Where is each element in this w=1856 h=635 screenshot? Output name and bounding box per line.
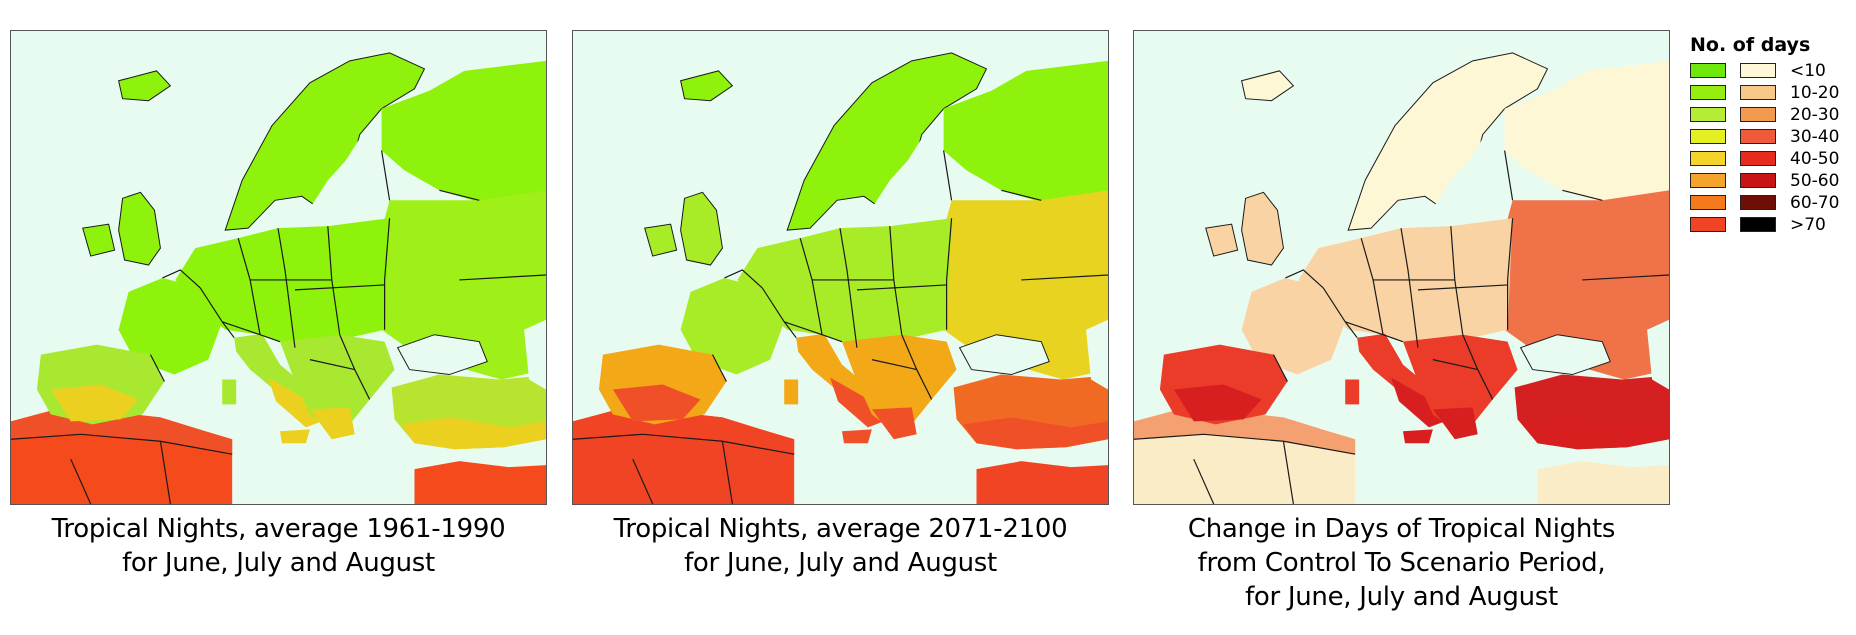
legend-row: 20-30 <box>1690 105 1850 127</box>
legend-row: <10 <box>1690 61 1850 83</box>
caption-line: for June, July and August <box>684 548 997 578</box>
legend-swatch-change <box>1740 217 1776 232</box>
caption-line: for June, July and August <box>122 548 435 578</box>
legend-label: 40-50 <box>1790 149 1840 169</box>
legend-swatch-change <box>1740 129 1776 144</box>
legend-rows: <10 10-20 20-30 30-40 40-50 50-60 60-70 >70 <box>1690 61 1850 237</box>
legend-swatch-change <box>1740 85 1776 100</box>
legend-row: 30-40 <box>1690 127 1850 149</box>
legend-label: 30-40 <box>1790 127 1840 147</box>
caption-1961-1990: Tropical Nights, average 1961-1990 for J… <box>10 512 547 580</box>
legend-swatch-absolute <box>1690 63 1726 78</box>
legend: No. of days <10 10-20 20-30 30-40 40-50 50-60… <box>1690 34 1850 237</box>
legend-label: 10-20 <box>1790 83 1840 103</box>
map-panel-change <box>1133 30 1670 505</box>
legend-row: 40-50 <box>1690 149 1850 171</box>
legend-row: >70 <box>1690 215 1850 237</box>
legend-swatch-absolute <box>1690 195 1726 210</box>
legend-swatch-absolute <box>1690 151 1726 166</box>
legend-swatch-absolute <box>1690 217 1726 232</box>
legend-swatch-absolute <box>1690 173 1726 188</box>
legend-label: 20-30 <box>1790 105 1840 125</box>
legend-label: 60-70 <box>1790 193 1840 213</box>
map-panel-1961-1990 <box>10 30 547 505</box>
legend-swatch-change <box>1740 195 1776 210</box>
legend-row: 50-60 <box>1690 171 1850 193</box>
legend-row: 60-70 <box>1690 193 1850 215</box>
caption-2071-2100: Tropical Nights, average 2071-2100 for J… <box>572 512 1109 580</box>
legend-swatch-change <box>1740 107 1776 122</box>
legend-swatch-change <box>1740 63 1776 78</box>
legend-swatch-absolute <box>1690 85 1726 100</box>
caption-line: Tropical Nights, average 2071-2100 <box>613 514 1068 544</box>
caption-line: Change in Days of Tropical Nights <box>1187 514 1616 544</box>
caption-line: from Control To Scenario Period, <box>1197 548 1606 578</box>
caption-change: Change in Days of Tropical Nights from C… <box>1133 512 1670 614</box>
legend-label: >70 <box>1790 215 1826 235</box>
map-panel-2071-2100 <box>572 30 1109 505</box>
legend-title: No. of days <box>1690 34 1811 56</box>
legend-swatch-change <box>1740 173 1776 188</box>
legend-row: 10-20 <box>1690 83 1850 105</box>
caption-line: Tropical Nights, average 1961-1990 <box>51 514 506 544</box>
caption-line: for June, July and August <box>1245 582 1558 612</box>
legend-swatch-absolute <box>1690 129 1726 144</box>
legend-swatch-change <box>1740 151 1776 166</box>
legend-swatch-absolute <box>1690 107 1726 122</box>
legend-label: 50-60 <box>1790 171 1840 191</box>
legend-label: <10 <box>1790 61 1826 81</box>
